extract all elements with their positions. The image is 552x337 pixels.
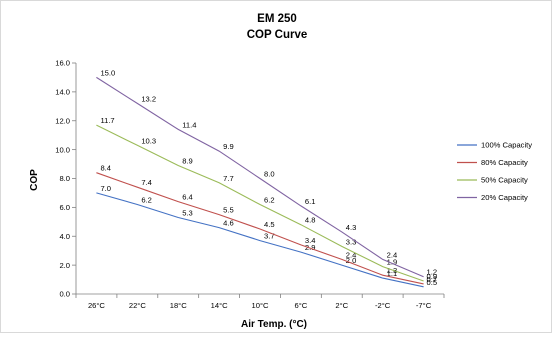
x-tick-label: 26°C [88, 301, 105, 310]
data-label: 2.4 [346, 250, 357, 259]
x-tick-label: 10°C [252, 301, 269, 310]
y-tick-label: 2.0 [59, 261, 70, 270]
series-line-2 [96, 172, 424, 285]
legend-label: 50% Capacity [481, 176, 528, 185]
data-label: 0.7 [427, 275, 438, 284]
data-label: 7.4 [141, 178, 152, 187]
x-tick-label: 6°C [295, 301, 308, 310]
data-label: 11.4 [182, 120, 196, 129]
y-tick-label: 16.0 [55, 59, 70, 68]
data-label: 11.7 [100, 116, 114, 125]
y-tick-label: 0.0 [59, 290, 70, 299]
cop-line-chart: EM 250 COP Curve COP Air Temp. (°C) 0.0 2… [29, 13, 532, 330]
x-tick-label: -7°C [416, 301, 432, 310]
data-label: 4.3 [346, 223, 357, 232]
y-axis-label: COP [29, 169, 40, 191]
data-label: 10.3 [141, 136, 156, 145]
y-tick-label: 4.0 [59, 232, 70, 241]
data-label: 1.2 [427, 268, 438, 277]
data-label: 0.9 [427, 272, 438, 281]
legend-label: 80% Capacity [481, 158, 528, 167]
data-label: 4.6 [223, 219, 234, 228]
data-label: 9.9 [223, 142, 234, 151]
y-tick-label: 8.0 [59, 174, 70, 183]
data-label: 1.1 [387, 269, 398, 278]
y-tick-label: 6.0 [59, 203, 70, 212]
y-tick-label: 12.0 [55, 116, 70, 125]
data-label: 3.3 [346, 237, 357, 246]
data-label: 0.5 [427, 278, 438, 287]
series-line-4 [96, 76, 424, 278]
y-tick-label: 14.0 [55, 88, 70, 97]
data-label: 1.3 [387, 266, 398, 275]
legend-label: 20% Capacity [481, 193, 528, 202]
data-label: 7.0 [100, 184, 111, 193]
data-label: 4.5 [264, 220, 275, 229]
data-label: 6.2 [264, 195, 275, 204]
x-tick-label: 14°C [211, 301, 228, 310]
data-label: 4.8 [305, 216, 316, 225]
data-label: 15.0 [100, 68, 115, 77]
x-axis-label: Air Temp. (°C) [241, 319, 307, 330]
data-label: 5.5 [223, 206, 234, 215]
x-tick-label: 2°C [335, 301, 348, 310]
x-tick-label: 18°C [170, 301, 187, 310]
data-label: 6.2 [141, 195, 152, 204]
data-label: 5.3 [182, 208, 193, 217]
data-label: 2.0 [346, 256, 357, 265]
x-tick-label: -2°C [375, 301, 391, 310]
data-label: 7.7 [223, 174, 234, 183]
data-label: 8.0 [264, 170, 275, 179]
data-label: 13.2 [141, 94, 156, 103]
y-tick-label: 10.0 [55, 145, 70, 154]
data-label: 8.4 [100, 164, 111, 173]
legend-label: 100% Capacity [481, 141, 532, 150]
x-tick-label: 22°C [129, 301, 146, 310]
data-label: 3.7 [264, 232, 275, 241]
data-label: 6.1 [305, 197, 316, 206]
data-label: 8.9 [182, 157, 193, 166]
data-label: 2.4 [387, 250, 398, 259]
data-label: 6.4 [182, 193, 193, 202]
series-line-3 [96, 124, 424, 282]
chart-subtitle: COP Curve [247, 29, 308, 41]
data-label: 3.4 [305, 236, 316, 245]
series-line-1 [96, 192, 424, 288]
plot-area: 0.0 2.0 4.0 6.0 8.0 10.0 12.0 14.0 16.0 26°C 22°C 1… [55, 59, 445, 310]
data-label: 1.9 [387, 258, 398, 267]
legend: 100% Capacity 80% Capacity 50% Capacity 20%… [457, 141, 532, 202]
chart-title: EM 250 [257, 13, 297, 25]
